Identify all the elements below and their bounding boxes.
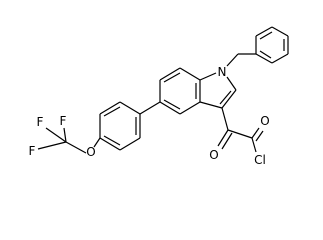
bond [65,141,87,154]
bond [221,89,237,109]
bond [139,101,161,115]
bond [251,127,260,139]
structure-diagram: N O O Cl O F F F [29,26,289,167]
bond [226,76,237,91]
bond [119,101,141,115]
bond [179,101,201,115]
bond [255,53,273,64]
atom-label: F [29,144,36,158]
bond [221,107,229,131]
bond [255,26,273,37]
bond [103,135,121,146]
bond [159,67,181,81]
bond [37,141,67,150]
bond [217,129,229,147]
bond [199,72,217,81]
bond [226,53,239,67]
bond [159,101,181,115]
bond [93,137,101,148]
atom-label: F [37,115,44,129]
bond [219,90,232,105]
bond [221,132,233,150]
bond [199,101,223,109]
bond [99,137,121,151]
atom-label: Cl [254,153,266,167]
atom-label: O [260,114,269,128]
atom-label: F [60,114,67,128]
bond [45,127,67,143]
bond [271,53,289,64]
bond [251,137,257,153]
bond [119,137,141,151]
bond [163,72,181,83]
bond [271,26,289,37]
bond [103,106,121,117]
page: N O O Cl O F F F (() => { const data = J… [28,26,289,167]
atom-label: N [218,65,227,79]
bond [179,67,201,81]
bond [63,127,67,143]
atom-label: O [209,148,218,162]
bonds [37,26,289,154]
bond [255,130,264,142]
bond [99,101,121,115]
bond [259,31,273,40]
bond [227,129,253,139]
bond [163,99,181,110]
bond [259,50,272,59]
atom-label: O [86,145,95,159]
